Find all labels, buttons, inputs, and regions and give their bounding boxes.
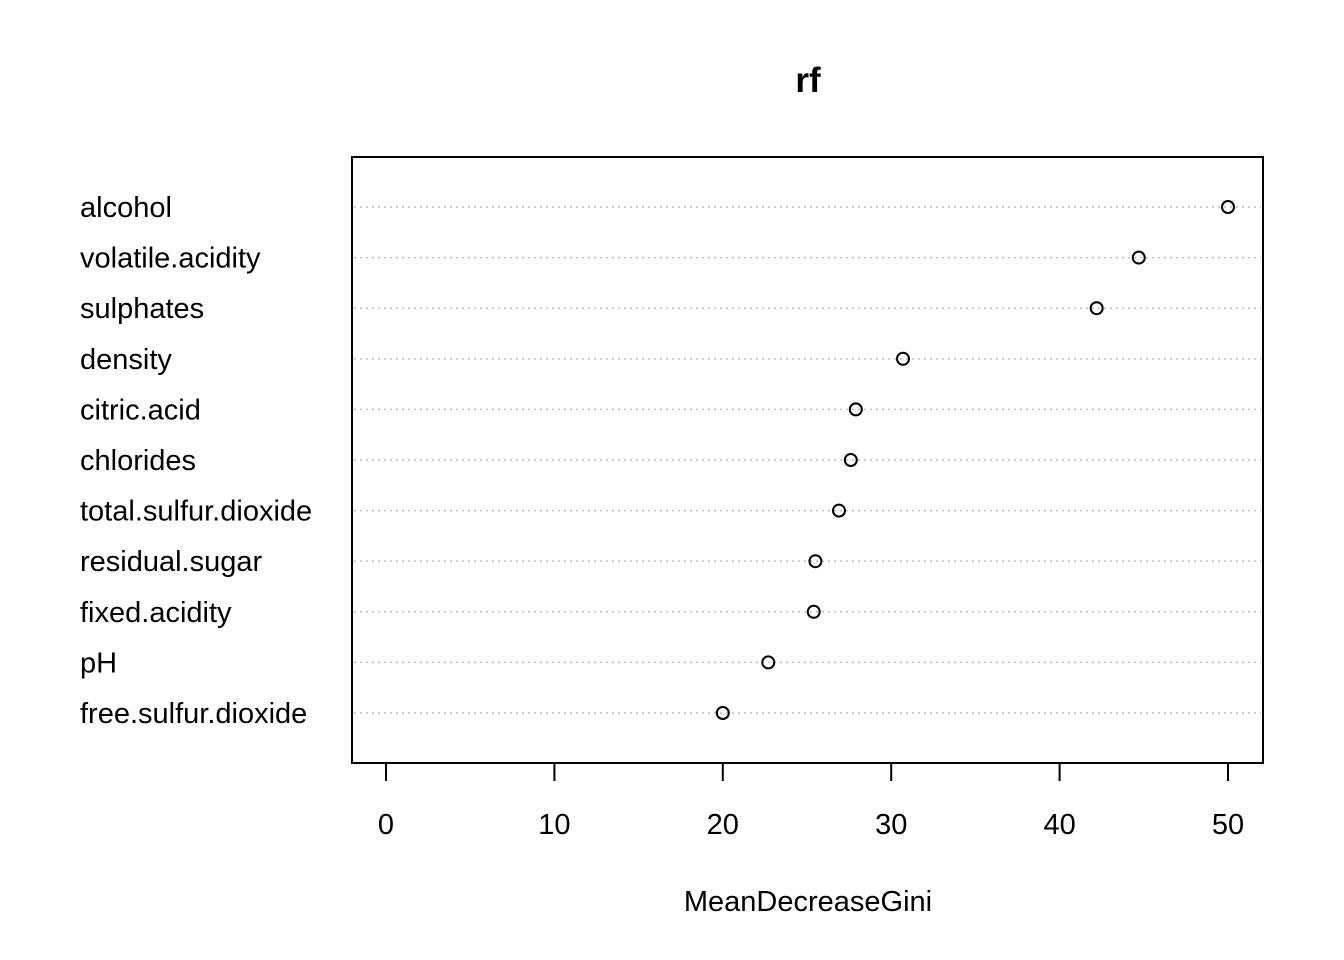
chart-title: rf (795, 61, 821, 100)
data-point (848, 402, 863, 417)
data-point (843, 453, 858, 467)
data-point (808, 554, 823, 569)
category-label: alcohol (80, 192, 172, 224)
category-label: sulphates (80, 293, 204, 325)
x-tick-label: 0 (378, 809, 394, 841)
category-label: citric.acid (80, 394, 201, 426)
category-label: density (80, 344, 172, 376)
x-tick-label: 20 (707, 809, 739, 841)
category-label: total.sulfur.dioxide (80, 496, 312, 528)
grid-lines (354, 206, 1261, 714)
category-label: chlorides (80, 445, 196, 477)
data-point (715, 706, 730, 720)
data-point (1131, 250, 1146, 265)
x-tick-label: 10 (538, 809, 570, 841)
x-tick-label: 30 (875, 809, 907, 841)
category-label: residual.sugar (80, 546, 262, 578)
data-point (831, 503, 846, 518)
category-label: pH (80, 647, 117, 679)
category-label: volatile.acidity (80, 243, 261, 275)
category-labels: alcohol volatile.acidity sulphates density c… (80, 192, 312, 730)
data-point (1089, 301, 1104, 316)
plot-frame (351, 156, 1264, 764)
x-axis: 0 10 20 30 40 50 (378, 762, 1244, 841)
x-axis-label: MeanDecreaseGini (684, 886, 932, 918)
x-tick-label: 40 (1043, 809, 1075, 841)
category-label: free.sulfur.dioxide (80, 698, 307, 730)
data-point (1221, 200, 1235, 214)
data-point (895, 351, 910, 366)
data-point (806, 604, 821, 619)
data-points (715, 200, 1235, 720)
x-tick-label: 50 (1212, 809, 1244, 841)
category-label: fixed.acidity (80, 597, 232, 629)
data-point (761, 655, 776, 670)
